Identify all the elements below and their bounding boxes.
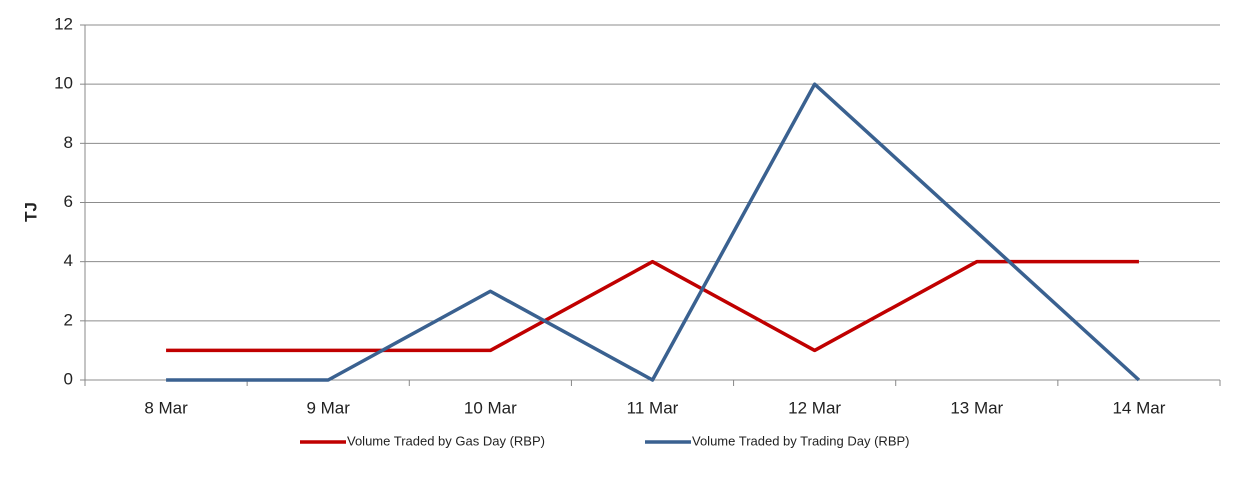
x-tick-label: 13 Mar xyxy=(950,398,1003,417)
y-tick-label: 0 xyxy=(64,369,73,388)
x-tick-label: 10 Mar xyxy=(464,398,517,417)
legend-label: Volume Traded by Gas Day (RBP) xyxy=(347,433,545,448)
y-tick-label: 8 xyxy=(64,133,73,152)
y-tick-label: 6 xyxy=(64,192,73,211)
y-tick-label: 12 xyxy=(54,14,73,33)
y-tick-label: 4 xyxy=(64,251,73,270)
x-tick-label: 14 Mar xyxy=(1112,398,1165,417)
y-tick-label: 2 xyxy=(64,310,73,329)
x-tick-label: 8 Mar xyxy=(144,398,188,417)
x-tick-label: 11 Mar xyxy=(627,398,679,417)
x-tick-label: 12 Mar xyxy=(788,398,841,417)
series-line xyxy=(166,259,1139,353)
y-axis-label: TJ xyxy=(21,202,40,222)
series-line xyxy=(166,82,1141,382)
legend-label: Volume Traded by Trading Day (RBP) xyxy=(692,433,910,448)
y-tick-label: 10 xyxy=(54,74,73,93)
x-tick-label: 9 Mar xyxy=(306,398,350,417)
